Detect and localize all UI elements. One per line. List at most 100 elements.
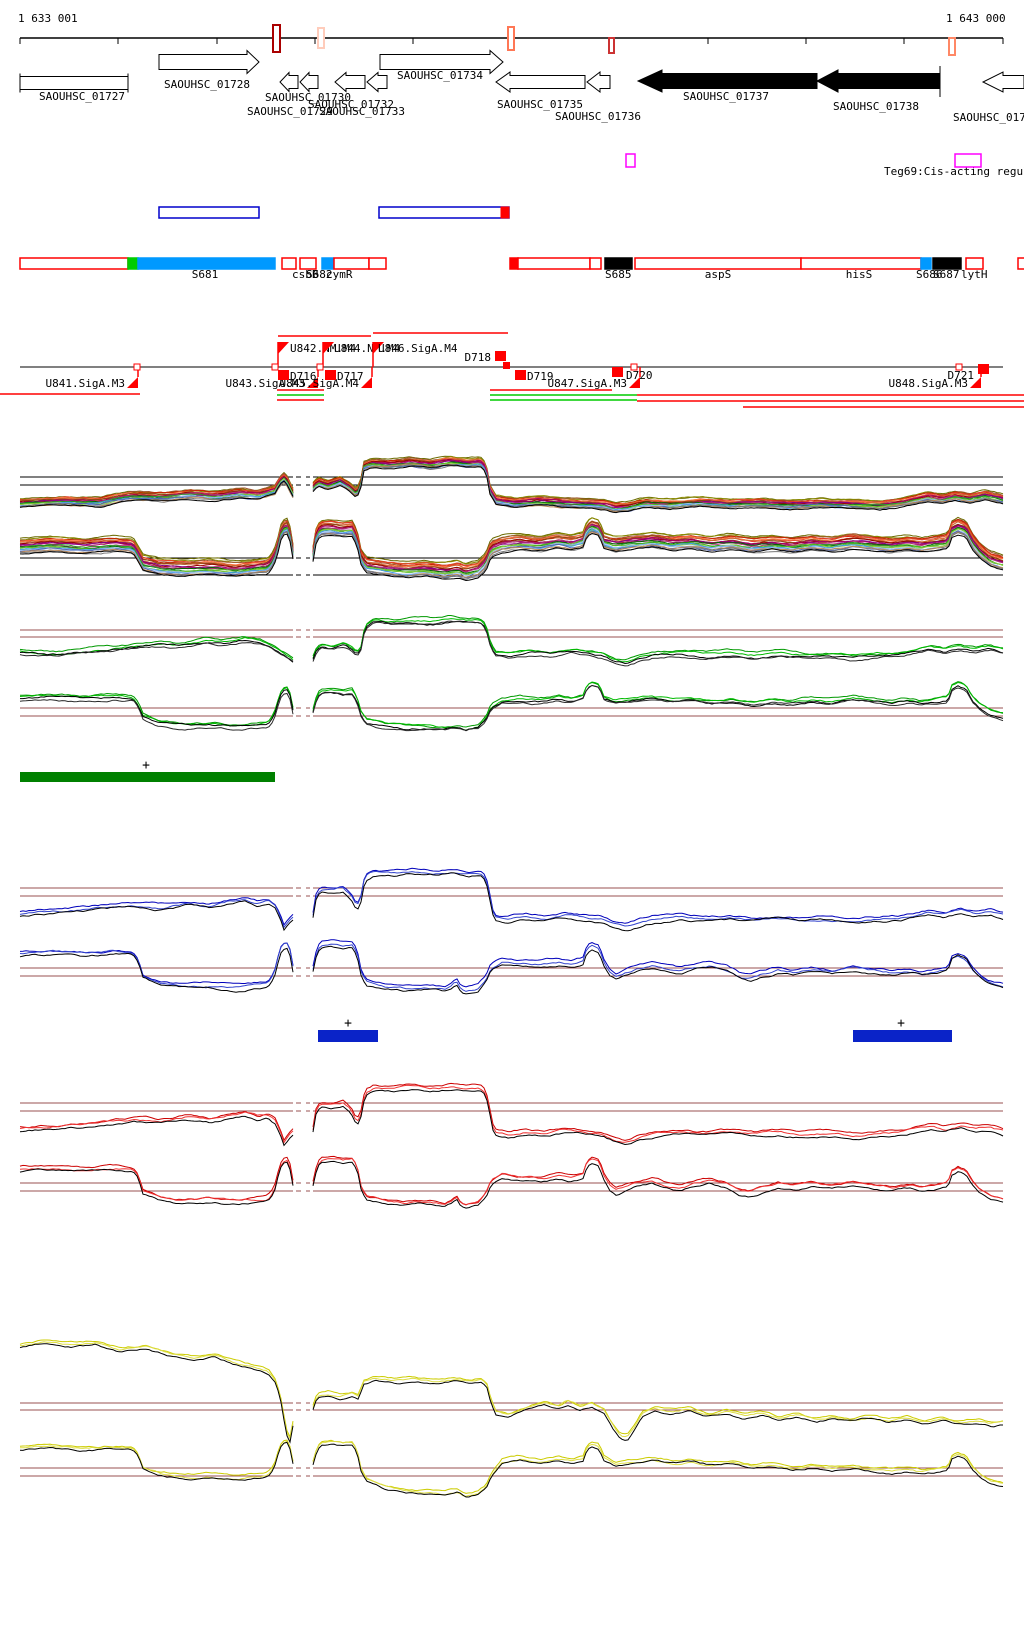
signal-line-all-conditions-reverse [19,522,294,566]
signal-line-yellow-condition-reverse [312,1443,1004,1498]
segment-3[interactable] [281,257,297,270]
tss-up-flag-label: U844.NM.M4 [334,342,401,355]
gene-label-SAOUHSC_01732: SAOUHSC_01732 [308,98,394,111]
signal-line-all-conditions-reverse [19,524,294,568]
gene-label-SAOUHSC_01727: SAOUHSC_01727 [39,90,125,103]
ruler-variant-marker[interactable] [317,27,325,49]
gene-SAOUHSC_01736[interactable] [586,70,611,94]
signal-line-all-conditions-reverse [312,527,1004,576]
terminator-box-D719[interactable] [515,370,526,380]
segment-9[interactable] [517,257,591,270]
terminator-box-D721[interactable] [978,364,989,374]
signal-line-all-conditions-reverse [312,523,1004,573]
segment-label-S687: S687 [933,268,960,281]
signal-line-red-condition-reverse [19,1161,294,1206]
gene-SAOUHSC_01739[interactable] [981,71,1024,93]
operon-box-red-cap [500,206,510,219]
segment-7[interactable] [368,257,387,270]
segment-label-S681: S681 [192,268,219,281]
segment-label-aspS: aspS [705,268,732,281]
segment-0[interactable] [19,257,129,270]
tss-down-flag-U841.SigA.M3[interactable] [127,377,138,388]
signal-line-yellow-condition-reverse [312,1440,1004,1497]
cis-regulator-box-0[interactable] [625,153,636,168]
gene-label-SAOUHSC_01733: SAOUHSC_01733 [319,105,405,118]
segment-11[interactable] [604,257,633,270]
signal-line-blue-condition-forward [312,867,1004,924]
segment-5[interactable] [321,257,334,270]
signal-line-all-conditions-forward [312,464,1004,514]
signal-line-red-condition-reverse [312,1155,1004,1206]
tss-down-flag-U847.SigA.M3[interactable] [629,377,640,388]
ruler-variant-marker[interactable] [948,37,956,56]
segment-2[interactable] [137,257,276,270]
gene-SAOUHSC_01735[interactable] [495,71,586,93]
segment-8[interactable] [509,257,519,270]
gene-label-SAOUHSC_01736: SAOUHSC_01736 [555,110,641,123]
signal-line-all-conditions-reverse [312,524,1004,573]
tss-down-flag-U845.SigA.M4[interactable] [361,377,372,388]
segment-16[interactable] [965,257,984,270]
operon-box-1[interactable] [378,206,510,219]
tss-up-flag-U846.SigA.M4[interactable] [373,342,384,354]
green-plus-bar[interactable] [20,772,275,782]
signal-line-blue-condition-forward [19,897,294,926]
gene-SAOUHSC_01729[interactable] [299,71,319,93]
gene-SAOUHSC_01738[interactable] [815,69,941,93]
signal-line-blue-condition-forward [19,900,294,932]
terminator-box-D717[interactable] [325,370,336,380]
tss-down-flag-U843.SigA.M3[interactable] [307,377,318,388]
tss-anchor-square [133,363,141,371]
segment-10[interactable] [589,257,602,270]
signal-line-blue-condition-reverse [312,943,1004,992]
blue-plus-bar-2[interactable] [853,1030,952,1042]
ruler-variant-marker[interactable] [507,26,515,51]
tss-down-flag-label: U841.SigA.M3 [46,377,125,390]
terminator-box-D720[interactable] [612,367,623,377]
signal-line-blue-condition-forward [312,870,1004,927]
signal-line-all-conditions-reverse [19,533,294,577]
gene-SAOUHSC_01730[interactable] [279,71,299,93]
signal-line-red-condition-reverse [312,1157,1004,1206]
cis-regulator-box-1[interactable] [954,153,982,168]
signal-line-green-condition-forward [19,636,294,659]
tss-down-flag-label: U845.SigA.M4 [280,377,360,390]
segment-1[interactable] [127,257,139,270]
ruler-variant-marker[interactable] [608,37,615,54]
segment-17[interactable] [1017,257,1024,270]
signal-line-yellow-condition-reverse [20,1440,294,1481]
terminator-label: D719 [527,370,554,383]
tss-down-flag-U848.SigA.M3[interactable] [970,377,981,388]
tss-up-flag-U842.NM.M4[interactable] [278,342,289,354]
blue-plus-bar-1[interactable] [318,1030,378,1042]
operon-box-0[interactable] [158,206,260,219]
terminator-box-D716[interactable] [278,370,289,380]
gene-label-SAOUHSC_01728: SAOUHSC_01728 [164,78,250,91]
segment-15[interactable] [932,257,962,270]
tss-up-flag-U844.NM.M4[interactable] [323,342,334,354]
gene-label-SAOUHSC_01734: SAOUHSC_01734 [397,69,483,82]
signal-line-yellow-condition-forward [312,1377,1004,1438]
terminator-label: D717 [337,370,364,383]
ruler-variant-marker[interactable] [272,24,281,53]
gene-SAOUHSC_01728[interactable] [158,49,260,75]
signal-line-all-conditions-forward [19,480,294,508]
segment-4[interactable] [299,257,317,270]
tss-down-flag-label: U848.SigA.M3 [889,377,968,390]
gene-SAOUHSC_01737[interactable] [636,69,818,93]
signal-line-all-conditions-reverse [20,530,294,575]
gene-SAOUHSC_01734[interactable] [379,49,504,75]
signal-line-red-condition-forward [19,1115,294,1147]
gene-SAOUHSC_01727[interactable] [19,76,129,90]
gene-SAOUHSC_01732[interactable] [334,71,366,93]
signal-line-blue-condition-reverse [19,942,294,984]
gene-SAOUHSC_01733[interactable] [366,71,388,93]
terminator-box-D718[interactable] [495,351,506,361]
tss-anchor-square [316,363,324,371]
signal-line-all-conditions-reverse [312,520,1004,569]
segment-label-lytH: lytH [961,268,988,281]
tss-mark-square [503,362,510,369]
signal-line-red-condition-forward [19,1111,294,1144]
segment-14[interactable] [920,257,932,270]
